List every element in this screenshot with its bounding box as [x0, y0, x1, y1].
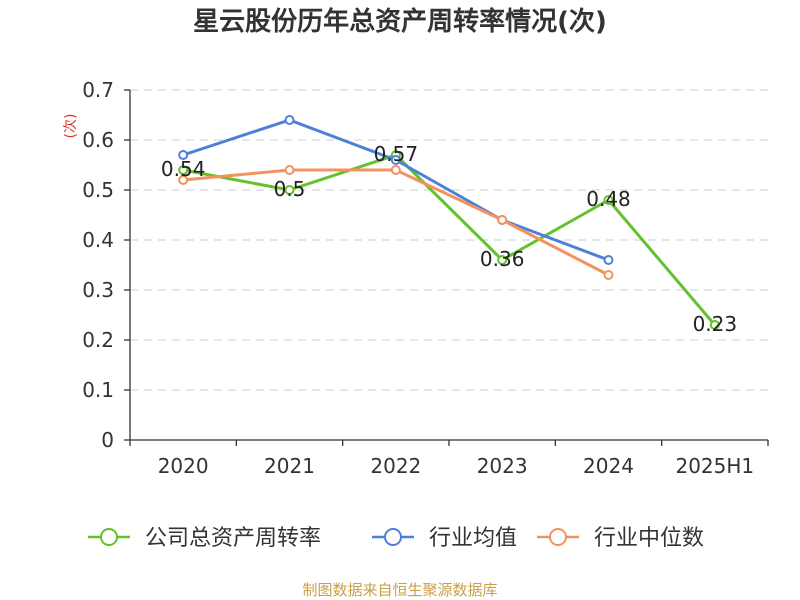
legend-circle	[384, 528, 402, 546]
data-label: 0.48	[586, 187, 631, 211]
x-tick-label: 2022	[370, 454, 421, 478]
data-point	[284, 165, 295, 175]
x-tick-label: 2023	[477, 454, 528, 478]
data-label: 0.36	[480, 247, 525, 271]
legend-line-marker-icon	[537, 528, 579, 546]
gridlines	[130, 89, 768, 391]
axes: 0 0.1 0.2 0.3 0.4 0.5 0.6 0.7 2020 2021 2022 2023 20…	[82, 78, 769, 478]
y-tick-label: 0	[101, 428, 114, 452]
x-tick-label: 2025H1	[675, 454, 754, 478]
legend-label: 行业均值	[429, 526, 517, 551]
x-tick-label: 2020	[158, 454, 209, 478]
y-tick-label: 0.1	[82, 378, 114, 402]
series-line	[182, 153, 716, 326]
data-point	[603, 195, 614, 205]
x-tick-label: 2024	[583, 454, 634, 478]
legend-label: 公司总资产周转率	[145, 526, 321, 551]
data-point	[497, 255, 508, 265]
legend-line-marker-icon	[88, 528, 130, 546]
source-footer: 制图数据来自恒生聚源数据库	[302, 581, 498, 599]
y-tick-label: 0.3	[82, 278, 114, 302]
legend-circle	[100, 528, 118, 546]
data-label: 0.23	[693, 312, 738, 336]
data-point	[178, 150, 189, 160]
series-0	[178, 150, 720, 330]
series-2	[178, 165, 614, 280]
y-tick-label: 0.6	[82, 128, 114, 152]
data-point	[390, 155, 401, 165]
data-point	[284, 115, 295, 125]
data-point	[284, 185, 295, 195]
legend-item[interactable]: 行业均值	[372, 526, 517, 551]
data-labels: 0.54 0.5 0.57 0.36 0.48 0.23	[161, 142, 737, 336]
legend: 公司总资产周转率 行业均值 行业中位数	[88, 526, 704, 551]
legend-item[interactable]: 行业中位数	[537, 526, 704, 551]
y-tick-label: 0.2	[82, 328, 114, 352]
data-point	[178, 165, 189, 175]
legend-item[interactable]: 公司总资产周转率	[88, 526, 321, 551]
data-label: 0.57	[374, 142, 419, 166]
y-tick-label: 0.7	[82, 78, 114, 102]
data-label: 0.54	[161, 157, 206, 181]
data-point	[178, 175, 189, 185]
data-point	[603, 255, 614, 265]
y-tick-label: 0.4	[82, 228, 114, 252]
y-axis-label: (次)	[63, 114, 79, 139]
legend-circle	[549, 528, 567, 546]
data-point	[390, 165, 401, 175]
chart-title: 星云股份历年总资产周转率情况(次)	[193, 7, 607, 37]
data-point	[603, 270, 614, 280]
legend-label: 行业中位数	[594, 526, 704, 551]
data-label: 0.5	[274, 177, 306, 201]
x-tick-label: 2021	[264, 454, 315, 478]
y-tick-label: 0.5	[82, 178, 114, 202]
legend-line-marker-icon	[372, 528, 414, 546]
data-point	[497, 215, 508, 225]
series-line	[183, 168, 610, 277]
data-point	[709, 320, 720, 330]
